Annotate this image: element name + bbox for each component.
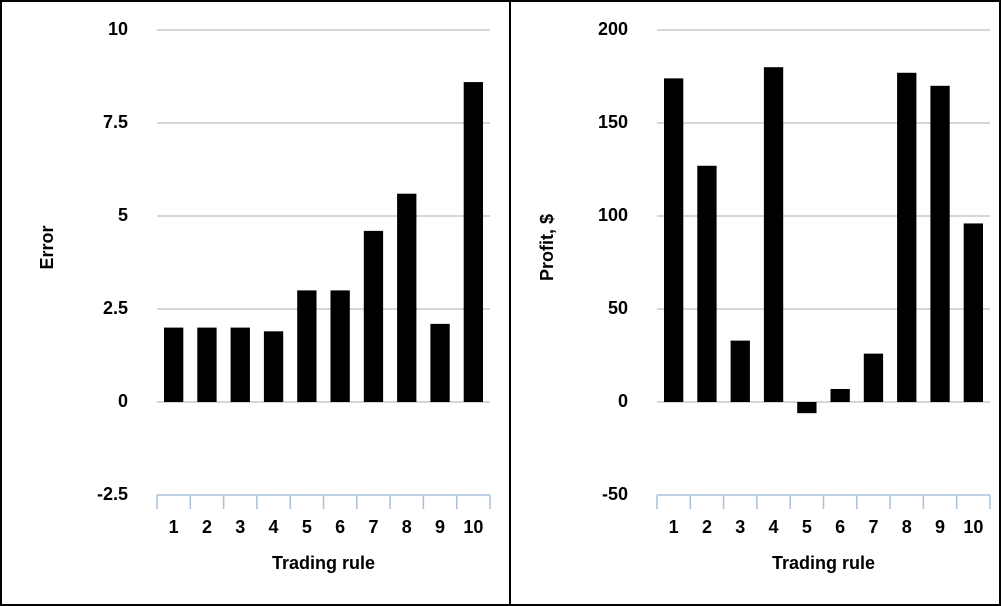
y-axis-title: Profit, $ [537, 214, 557, 281]
bar [230, 327, 250, 402]
bar [830, 388, 850, 402]
bar [963, 223, 984, 402]
y-tick-label: 10 [108, 19, 128, 39]
bar [697, 165, 717, 402]
y-tick-label: 0 [618, 391, 628, 411]
x-tick-label: 2 [702, 517, 712, 537]
bar [663, 78, 684, 403]
y-tick-label: 7.5 [103, 112, 128, 132]
x-tick-label: 7 [368, 517, 378, 537]
x-tick-label: 6 [835, 517, 845, 537]
bar [397, 193, 417, 402]
x-tick-label: 10 [963, 517, 983, 537]
bar [730, 340, 750, 402]
x-tick-label: 1 [169, 517, 179, 537]
x-tick-label: 3 [235, 517, 245, 537]
y-tick-label: 0 [118, 391, 128, 411]
x-tick-label: 8 [402, 517, 412, 537]
y-tick-label: 150 [598, 112, 628, 132]
bar [797, 402, 817, 414]
bar [363, 230, 384, 402]
x-tick-label: 8 [902, 517, 912, 537]
y-tick-label: -2.5 [97, 484, 128, 504]
y-tick-label: 100 [598, 205, 628, 225]
x-tick-label: 5 [302, 517, 312, 537]
bar [163, 327, 184, 402]
bar [197, 327, 217, 402]
y-tick-label: 2.5 [103, 298, 128, 318]
x-tick-label: 7 [868, 517, 878, 537]
y-tick-label: -50 [602, 484, 628, 504]
bar [763, 67, 784, 402]
x-tick-label: 9 [435, 517, 445, 537]
bar [897, 72, 917, 402]
x-axis-title: Trading rule [772, 553, 875, 573]
x-tick-label: 9 [935, 517, 945, 537]
x-tick-label: 10 [463, 517, 483, 537]
y-tick-label: 5 [118, 205, 128, 225]
x-axis-title: Trading rule [272, 553, 375, 573]
bar [863, 353, 884, 402]
y-axis-title: Error [37, 225, 57, 269]
x-tick-label: 6 [335, 517, 345, 537]
x-tick-label: 2 [202, 517, 212, 537]
x-tick-label: 4 [769, 517, 779, 537]
bar [463, 82, 484, 402]
x-tick-label: 4 [269, 517, 279, 537]
y-tick-label: 200 [598, 19, 628, 39]
bar [263, 331, 284, 402]
y-tick-label: 50 [608, 298, 628, 318]
bar [430, 323, 450, 402]
x-tick-label: 5 [802, 517, 812, 537]
x-tick-label: 3 [735, 517, 745, 537]
bar [297, 290, 317, 402]
bar [930, 85, 950, 403]
bar [330, 290, 350, 402]
x-tick-label: 1 [669, 517, 679, 537]
